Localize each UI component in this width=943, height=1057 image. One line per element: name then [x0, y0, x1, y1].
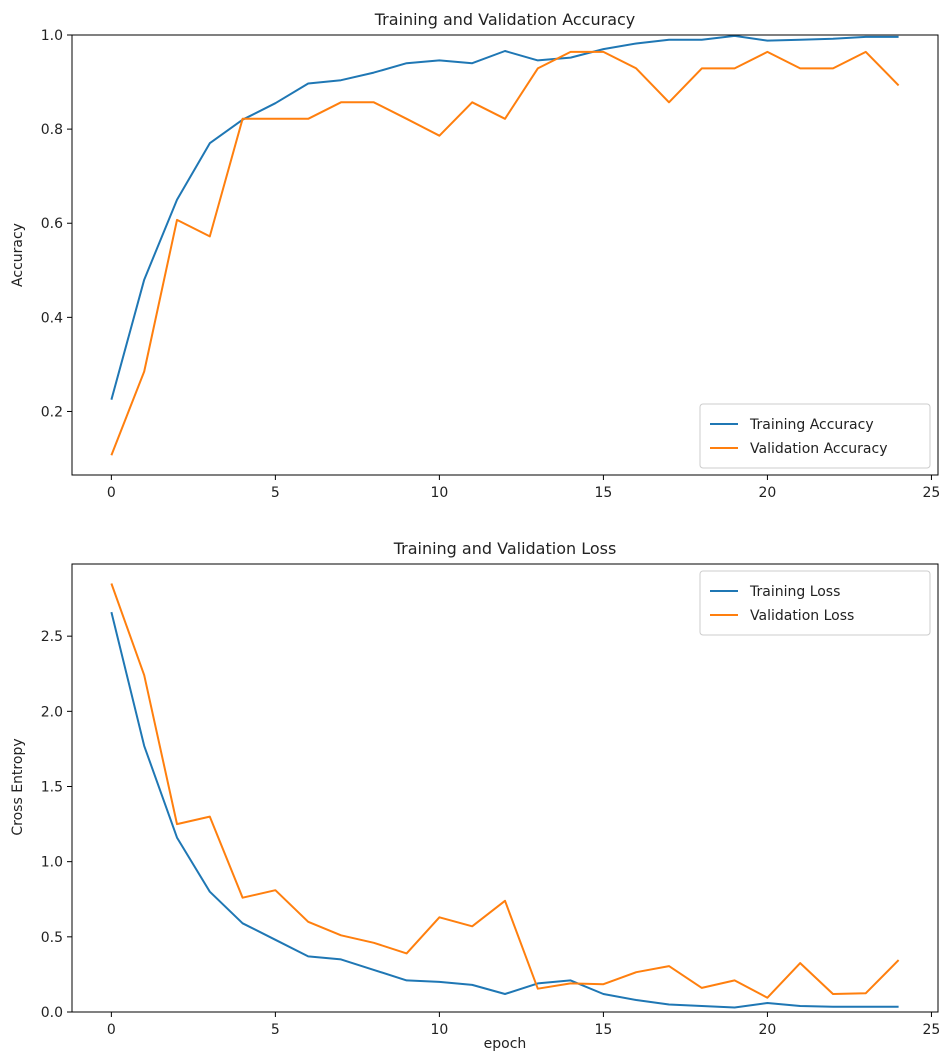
- y-tick-label: 2.5: [41, 629, 63, 645]
- x-axis-label: epoch: [484, 1036, 527, 1052]
- x-tick-label: 5: [271, 485, 280, 501]
- y-tick-label: 0.2: [41, 404, 63, 420]
- y-tick-label: 0.5: [41, 930, 63, 946]
- x-tick-label: 15: [594, 485, 612, 501]
- series-line-validation-accuracy: [110, 50, 900, 456]
- series-line-training-accuracy: [110, 34, 899, 400]
- series-line-training-loss: [110, 611, 899, 1009]
- x-tick-label: 20: [759, 485, 777, 501]
- series-lines: [110, 583, 900, 1009]
- x-tick-label: 0: [107, 1022, 116, 1038]
- plot-frame: [71, 563, 939, 1013]
- chart-title: Training and Validation Accuracy: [374, 10, 636, 29]
- y-tick-label: 2.0: [41, 704, 63, 720]
- x-tick-label: 25: [923, 1022, 941, 1038]
- x-tick-label: 10: [430, 1022, 448, 1038]
- y-tick-label: 0.6: [41, 216, 63, 232]
- axis-ticks: 0 5 10 15 20 25 0.0 0.5 1.0 1.5 2.0 2.5: [41, 629, 941, 1038]
- legend-label: Validation Accuracy: [750, 441, 888, 457]
- legend-label: Validation Loss: [750, 608, 854, 624]
- legend: Training Accuracy Validation Accuracy: [699, 403, 931, 469]
- plot-frame: [71, 34, 939, 476]
- y-axis-label: Accuracy: [10, 223, 26, 287]
- series-lines: [110, 34, 900, 456]
- y-tick-label: 1.0: [41, 855, 63, 871]
- series-line-validation-loss: [110, 583, 900, 999]
- x-tick-label: 0: [107, 485, 116, 501]
- legend-label: Training Accuracy: [749, 417, 874, 433]
- legend-box: [699, 570, 931, 636]
- legend: Training Loss Validation Loss: [699, 570, 931, 636]
- x-tick-label: 20: [759, 1022, 777, 1038]
- x-tick-label: 25: [923, 485, 941, 501]
- axis-ticks: 0 5 10 15 20 25 0.2 0.4 0.6 0.8 1.0: [41, 28, 941, 501]
- legend-label: Training Loss: [749, 584, 840, 600]
- accuracy-chart: Training and Validation Accuracy Accurac…: [10, 10, 940, 501]
- x-tick-label: 10: [430, 485, 448, 501]
- y-tick-label: 0.0: [41, 1005, 63, 1021]
- y-tick-label: 0.8: [41, 122, 63, 138]
- chart-title: Training and Validation Loss: [393, 539, 617, 558]
- loss-chart: Training and Validation Loss Cross Entro…: [10, 539, 940, 1052]
- y-tick-label: 0.4: [41, 310, 63, 326]
- y-tick-label: 1.0: [41, 28, 63, 44]
- y-axis-label: Cross Entropy: [10, 738, 26, 835]
- x-tick-label: 5: [271, 1022, 280, 1038]
- x-tick-label: 15: [594, 1022, 612, 1038]
- legend-box: [699, 403, 931, 469]
- y-tick-label: 1.5: [41, 779, 63, 795]
